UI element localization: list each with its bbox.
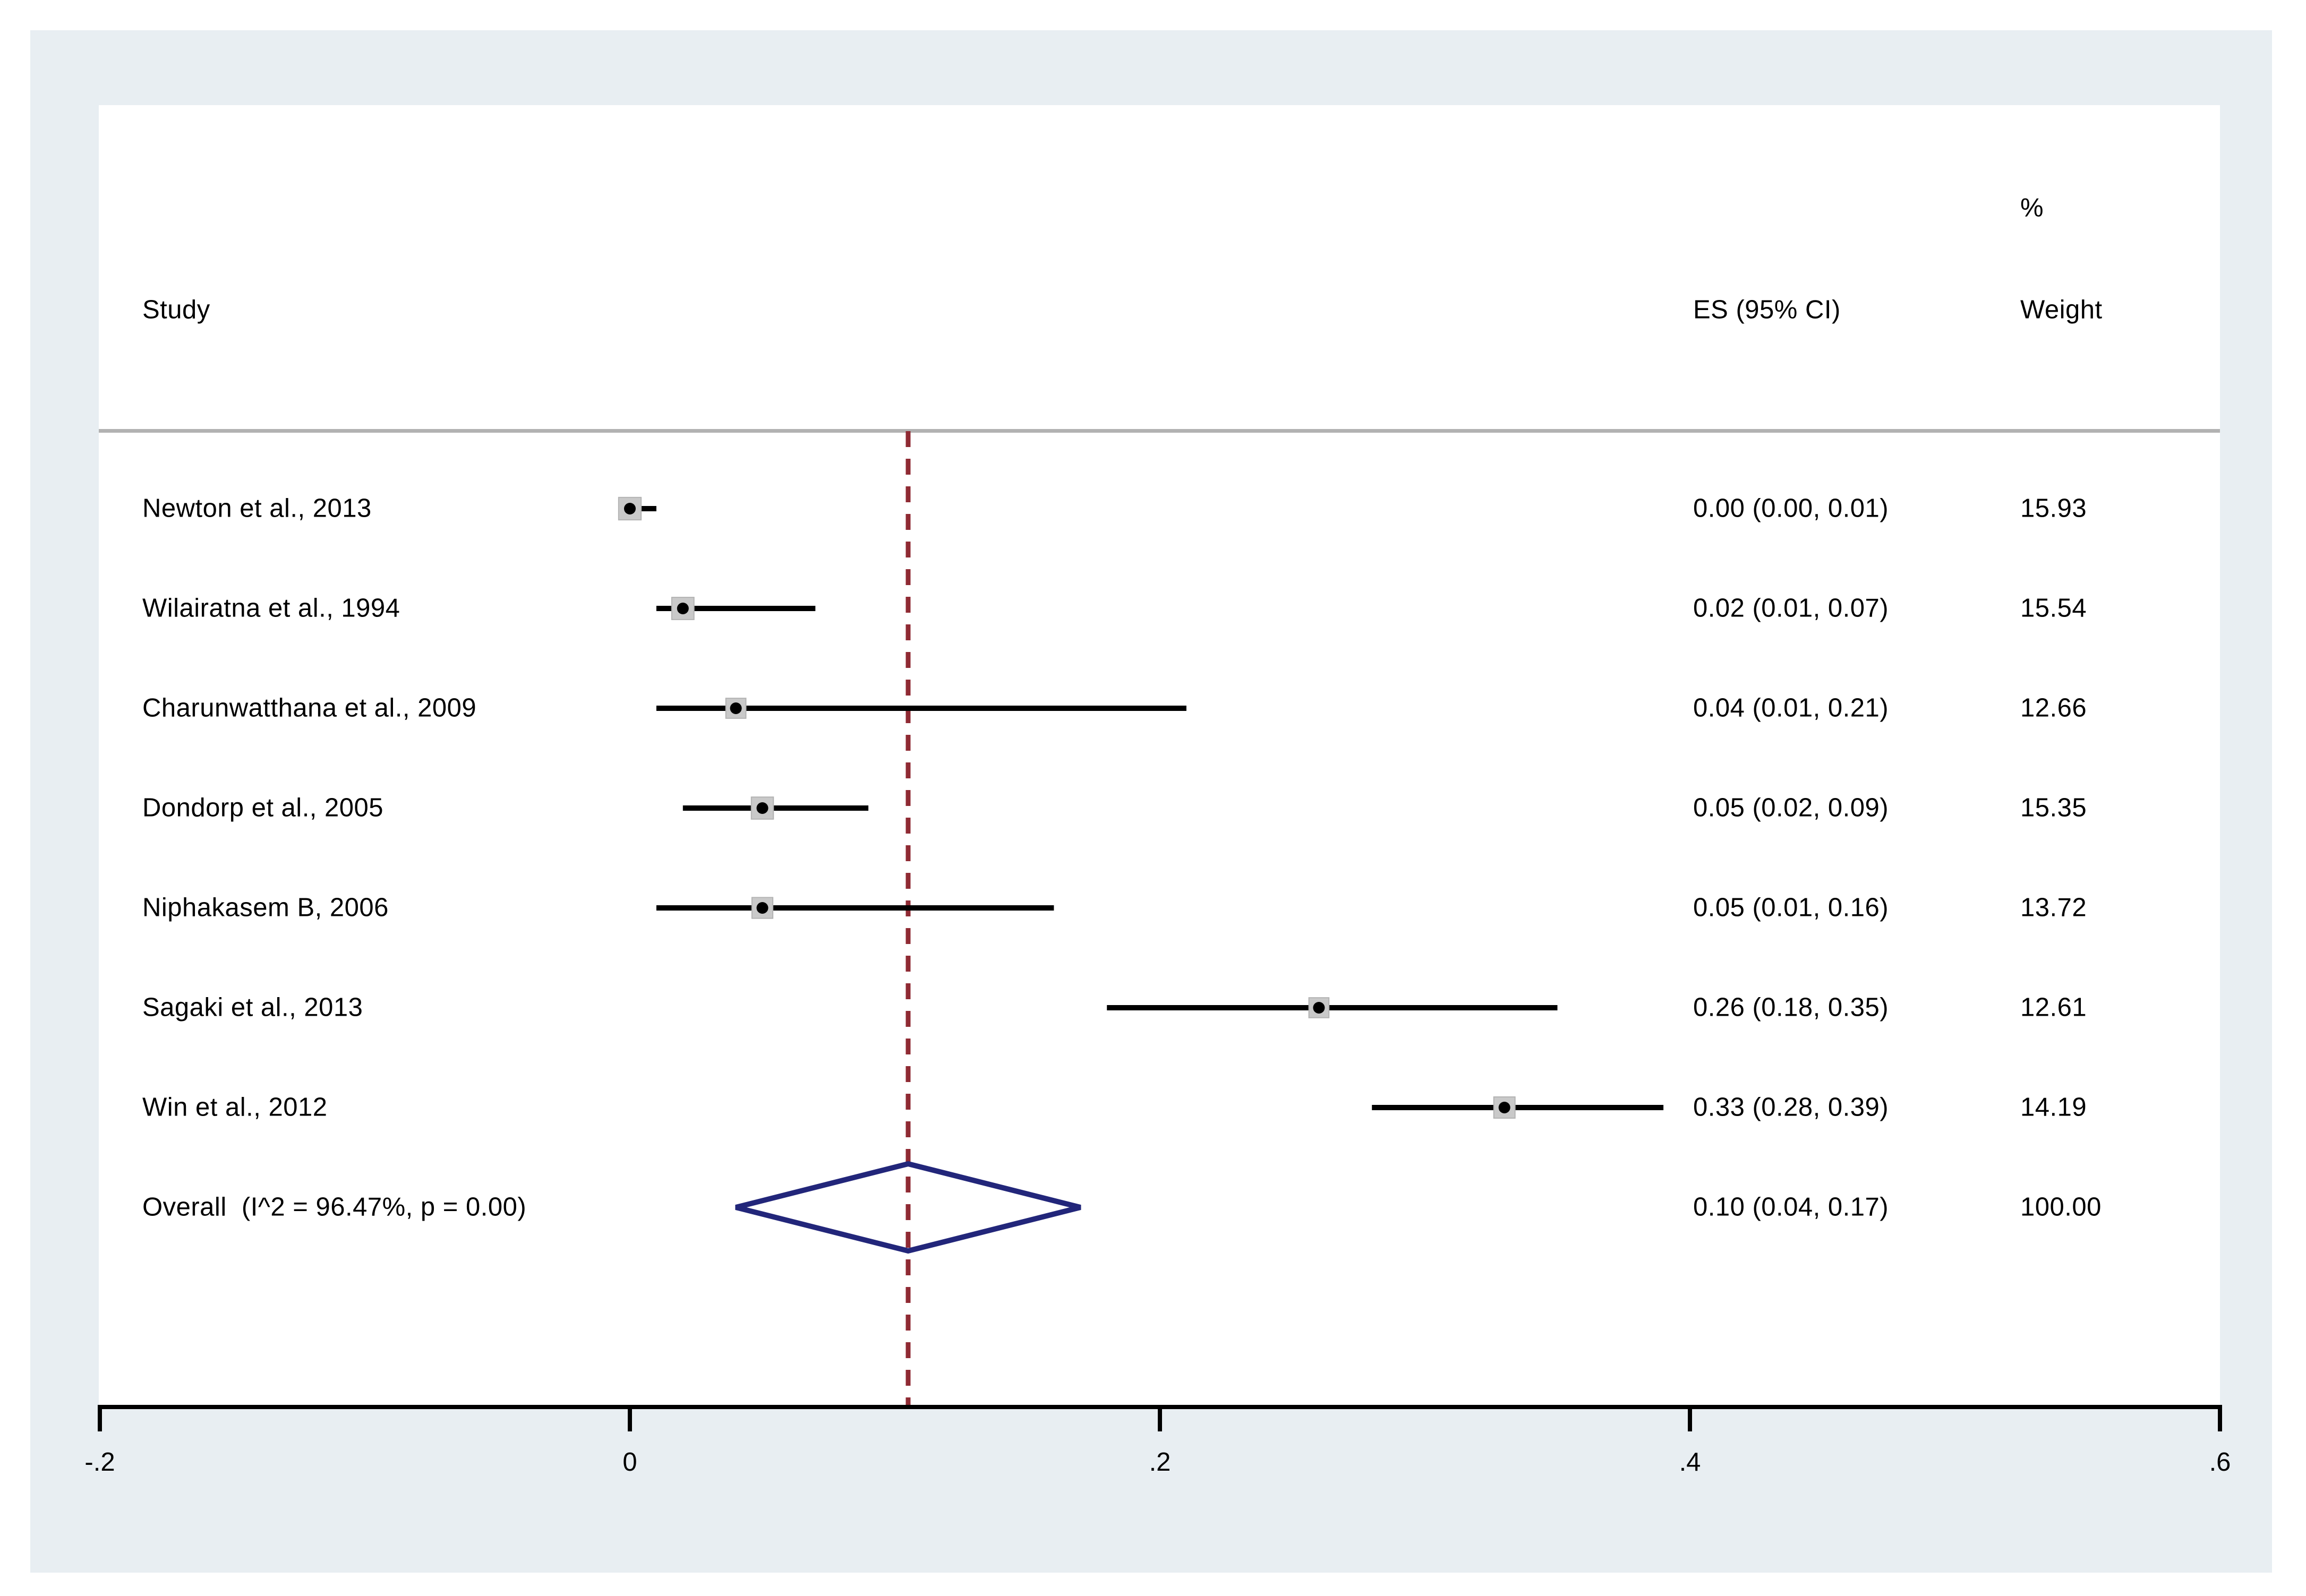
axis-tick-label: .4 xyxy=(1679,1448,1701,1477)
overall-weight-value: 100.00 xyxy=(2020,1192,2102,1222)
header-study: Study xyxy=(142,295,210,324)
study-label: Niphakasem B, 2006 xyxy=(142,893,389,922)
point-estimate-marker xyxy=(677,603,689,614)
weight-value: 15.93 xyxy=(2020,494,2087,523)
header-weight: Weight xyxy=(2020,295,2103,324)
overall-diamond xyxy=(735,1161,1081,1254)
weight-value: 15.54 xyxy=(2020,594,2087,623)
header-percent: % xyxy=(2020,193,2044,222)
weight-value: 15.35 xyxy=(2020,793,2087,822)
study-label: Win et al., 2012 xyxy=(142,1093,328,1122)
study-label: Newton et al., 2013 xyxy=(142,494,372,523)
study-label: Wilairatna et al., 1994 xyxy=(142,594,400,623)
weight-value: 12.66 xyxy=(2020,693,2087,723)
axis-tick-label: 0 xyxy=(622,1448,637,1477)
plot-area xyxy=(99,105,2220,1407)
es-ci-value: 0.02 (0.01, 0.07) xyxy=(1693,594,1889,623)
overall-label: Overall (I^2 = 96.47%, p = 0.00) xyxy=(142,1192,527,1222)
weight-square xyxy=(1308,997,1330,1018)
weight-value: 14.19 xyxy=(2020,1093,2087,1122)
point-estimate-marker xyxy=(1498,1102,1510,1113)
es-ci-value: 0.05 (0.02, 0.09) xyxy=(1693,793,1889,822)
axis-tick-label: .2 xyxy=(1149,1448,1171,1477)
header-es-ci: ES (95% CI) xyxy=(1693,295,1841,324)
es-ci-value: 0.26 (0.18, 0.35) xyxy=(1693,993,1889,1022)
study-label: Sagaki et al., 2013 xyxy=(142,993,363,1022)
point-estimate-marker xyxy=(624,503,636,514)
point-estimate-marker xyxy=(756,902,768,914)
weight-value: 13.72 xyxy=(2020,893,2087,922)
weight-square xyxy=(671,597,695,620)
overall-es-ci-value: 0.10 (0.04, 0.17) xyxy=(1693,1192,1889,1222)
point-estimate-marker xyxy=(730,702,742,714)
study-label: Charunwatthana et al., 2009 xyxy=(142,693,477,723)
es-ci-value: 0.05 (0.01, 0.16) xyxy=(1693,893,1889,922)
axis-tick-label: .6 xyxy=(2209,1448,2231,1477)
es-ci-value: 0.04 (0.01, 0.21) xyxy=(1693,693,1889,723)
header-separator xyxy=(99,429,2220,433)
point-estimate-marker xyxy=(756,802,768,814)
weight-value: 12.61 xyxy=(2020,993,2087,1022)
axis-tick-label: -.2 xyxy=(84,1448,115,1477)
point-estimate-marker xyxy=(1313,1002,1325,1014)
es-ci-value: 0.00 (0.00, 0.01) xyxy=(1693,494,1889,523)
es-ci-value: 0.33 (0.28, 0.39) xyxy=(1693,1093,1889,1122)
weight-square xyxy=(751,897,774,919)
study-label: Dondorp et al., 2005 xyxy=(142,793,384,822)
